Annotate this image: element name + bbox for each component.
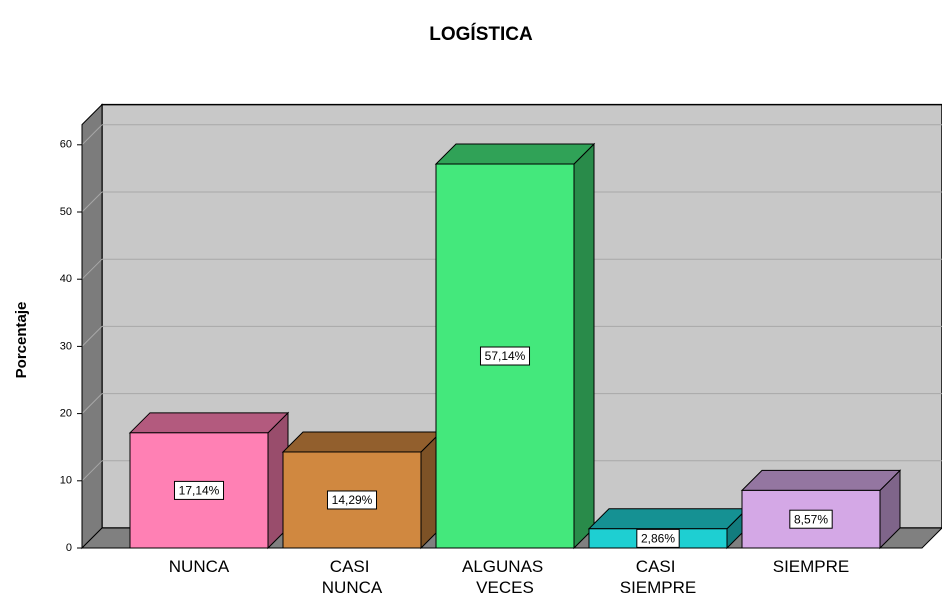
- value-label-box: [636, 528, 680, 548]
- y-tick-label: 30: [60, 340, 72, 352]
- chart-title: LOGÍSTICA: [429, 23, 533, 45]
- bar-top: [587, 508, 749, 530]
- grid-line-side: [81, 124, 103, 146]
- value-label: 57,14%: [485, 349, 526, 363]
- grid-line-side: [81, 460, 103, 482]
- value-label-box: [479, 346, 531, 366]
- y-tick-label: 40: [60, 273, 72, 285]
- side-wall: [81, 103, 103, 550]
- value-label-box: [789, 509, 833, 529]
- y-tick-label: 0: [66, 542, 72, 554]
- x-tick-label: ALGUNAS VECES: [462, 557, 548, 597]
- y-axis-label: Porcentaje: [13, 302, 30, 379]
- grid-line-side: [81, 393, 103, 414]
- value-label: 8,57%: [794, 512, 828, 526]
- x-tick-label: CASI NUNCA: [322, 557, 383, 597]
- y-tick-label: 50: [60, 206, 72, 218]
- value-label: 14,29%: [332, 493, 373, 507]
- y-tick-label: 20: [60, 408, 72, 420]
- bar-top: [434, 143, 596, 165]
- value-label-box: [326, 490, 378, 510]
- x-tick-label: SIEMPRE: [773, 557, 850, 576]
- bar-top: [281, 431, 443, 453]
- grid-line-side: [81, 258, 103, 280]
- y-tick-label: 60: [60, 139, 72, 151]
- value-label: 17,14%: [179, 484, 220, 498]
- x-tick-label: NUNCA: [169, 557, 230, 576]
- bar-side: [573, 142, 595, 550]
- y-tick-label: 10: [60, 475, 72, 487]
- bar-top: [740, 469, 902, 491]
- grid-line-side: [81, 326, 103, 347]
- value-label: 2,86%: [641, 532, 675, 546]
- x-tick-label: CASI SIEMPRE: [620, 557, 697, 597]
- value-label-box: [173, 480, 225, 500]
- grid-line-side: [81, 191, 103, 213]
- bar-top: [128, 412, 290, 434]
